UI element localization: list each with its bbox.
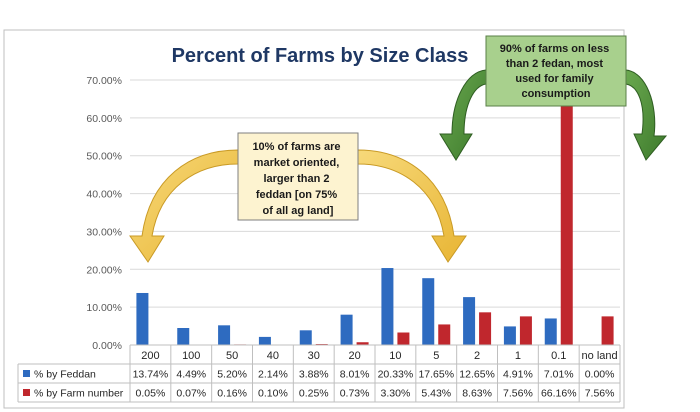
data-label: 5.20%: [217, 369, 247, 381]
y-tick-label: 0.00%: [92, 340, 122, 352]
data-label: 2.14%: [258, 369, 288, 381]
y-tick-label: 60.00%: [86, 113, 122, 125]
y-tick-label: 20.00%: [86, 264, 122, 276]
legend-swatch: [23, 389, 30, 396]
bar-farm-number: [519, 316, 532, 345]
data-label: 8.01%: [340, 369, 370, 381]
bar-feddan: [463, 297, 476, 345]
chart-title: Percent of Farms by Size Class: [172, 45, 469, 67]
bar-feddan: [177, 328, 190, 345]
callout-green-line-2: than 2 fedan, most: [506, 58, 604, 70]
data-label: 0.16%: [217, 388, 247, 400]
bar-feddan: [422, 278, 435, 345]
callout-yellow-line-3: larger than 2: [263, 173, 329, 185]
data-label: 0.25%: [299, 388, 329, 400]
data-label: 20.33%: [378, 369, 414, 381]
data-label: 12.65%: [459, 369, 495, 381]
category-label: 1: [515, 350, 521, 362]
legend-label: % by Feddan: [34, 369, 96, 381]
category-label: 30: [308, 350, 320, 362]
y-tick-label: 10.00%: [86, 302, 122, 314]
bars: [136, 94, 614, 345]
bar-farm-number: [560, 94, 573, 345]
data-label: 3.88%: [299, 369, 329, 381]
data-label: 8.63%: [462, 388, 492, 400]
bar-feddan: [136, 292, 149, 345]
yellow-curved-arrow-left: [129, 149, 239, 263]
y-tick-label: 70.00%: [86, 75, 122, 87]
data-label: 0.07%: [176, 388, 206, 400]
yellow-curved-arrow-right: [357, 149, 467, 263]
y-axis-ticks: 0.00% 10.00% 20.00% 30.00% 40.00% 50.00% 60.00…: [86, 75, 122, 352]
data-label: 4.49%: [176, 369, 206, 381]
callout-yellow-line-4: feddan [on 75%: [256, 189, 338, 201]
green-curved-arrow-right: [625, 69, 668, 161]
data-label: 0.10%: [258, 388, 288, 400]
svg-text:10% of farms are market: 10% of farms are market oriented, larger…: [252, 141, 343, 217]
category-label: 200: [141, 350, 159, 362]
category-label: 100: [182, 350, 200, 362]
data-label: 4.91%: [503, 369, 533, 381]
y-tick-label: 40.00%: [86, 189, 122, 201]
bar-feddan: [381, 268, 394, 345]
category-label: 50: [226, 350, 238, 362]
legend-swatch: [23, 370, 30, 377]
callout-market-oriented: 10% of farms are market oriented, larger…: [129, 132, 467, 263]
data-label: 17.65%: [418, 369, 454, 381]
data-label: 5.43%: [421, 388, 451, 400]
callout-box-green: [485, 35, 627, 107]
bar-farm-number: [601, 316, 614, 345]
bar-feddan: [544, 318, 557, 345]
category-label: 10: [389, 350, 401, 362]
data-label: 0.00%: [585, 369, 615, 381]
bar-farm-number: [438, 324, 451, 345]
callout-green-line-3: used for family: [515, 73, 594, 85]
callout-yellow-line-5: of all ag land]: [263, 205, 334, 217]
data-label: 7.01%: [544, 369, 574, 381]
data-label: 0.73%: [340, 388, 370, 400]
data-label: 13.74%: [133, 369, 169, 381]
y-tick-label: 50.00%: [86, 151, 122, 163]
y-tick-label: 30.00%: [86, 226, 122, 238]
bar-farm-number: [479, 312, 492, 345]
data-label: 0.05%: [136, 388, 166, 400]
data-label: 7.56%: [503, 388, 533, 400]
callout-green-line-4: consumption: [521, 88, 590, 100]
legend-label: % by Farm number: [34, 388, 124, 400]
category-label: 2: [474, 350, 480, 362]
bar-feddan: [503, 326, 516, 345]
bar-feddan: [258, 336, 271, 345]
svg-text:90% of farms on less tha: 90% of farms on less than 2 fedan, most …: [500, 43, 613, 100]
category-label: 0.1: [551, 350, 566, 362]
data-table: 200 100 50 40 30 20 10 5 2 1 0.1 no land % by Feddan…: [17, 344, 621, 403]
callout-yellow-line-1: 10% of farms are: [252, 141, 340, 153]
callout-yellow-line-2: market oriented,: [254, 157, 340, 169]
category-label: 40: [267, 350, 279, 362]
data-label: 3.30%: [381, 388, 411, 400]
bar-feddan: [218, 325, 231, 345]
data-label: 7.56%: [585, 388, 615, 400]
callout-family-consumption: 90% of farms on less than 2 fedan, most …: [439, 35, 668, 161]
bar-farm-number: [356, 342, 369, 345]
bar-feddan: [340, 314, 353, 345]
bar-feddan: [299, 330, 312, 345]
green-curved-arrow-left: [439, 69, 487, 161]
category-label: 20: [348, 350, 360, 362]
callout-box-yellow: [237, 132, 359, 221]
category-label: 5: [433, 350, 439, 362]
data-label: 66.16%: [541, 388, 577, 400]
category-label: no land: [582, 350, 618, 362]
callout-green-line-1: 90% of farms on less: [500, 43, 609, 55]
bar-farm-number: [397, 332, 410, 345]
